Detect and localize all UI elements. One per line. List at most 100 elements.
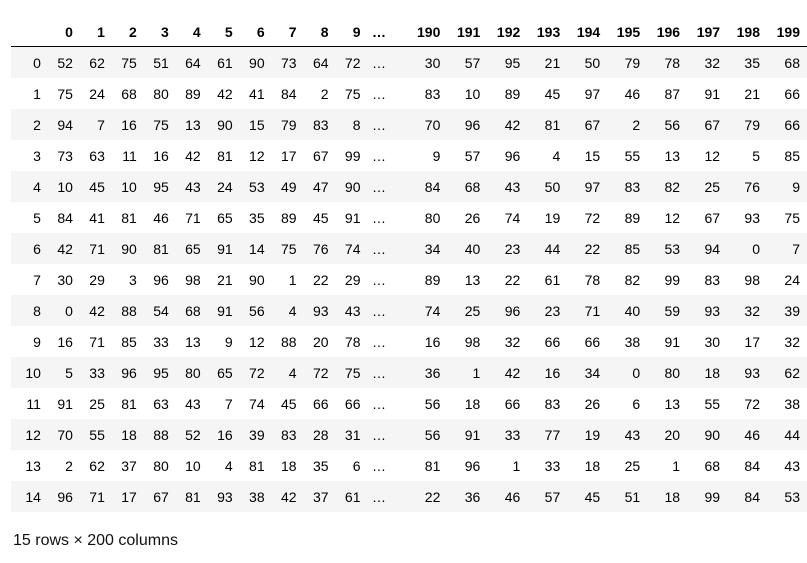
column-header: 7 xyxy=(264,18,297,47)
column-header: 196 xyxy=(640,18,681,47)
table-cell: 17 xyxy=(121,488,137,505)
table-row: 2 94 7 16 75 13 90 15 79 83 8 … 70 96 42 81 67 2 56 67 79 66 xyxy=(11,109,807,140)
table-cell: 95 xyxy=(153,178,169,195)
table-cell: 13 xyxy=(464,271,481,288)
table-cell: 42 xyxy=(185,147,201,164)
table-cell: 39 xyxy=(249,426,265,443)
table-cell: 31 xyxy=(344,426,361,443)
table-cell: 20 xyxy=(664,426,681,443)
table-cell: 99 xyxy=(664,271,681,288)
table-cell: 91 xyxy=(464,426,481,443)
table-cell: 56 xyxy=(424,395,441,412)
table-cell: 21 xyxy=(217,271,233,288)
table-cell: 91 xyxy=(217,240,233,257)
table-cell: 79 xyxy=(281,116,297,133)
table-cell: 44 xyxy=(784,426,800,443)
table-cell: 83 xyxy=(624,178,641,195)
ellipsis-cell: … xyxy=(371,147,386,164)
row-index: 7 xyxy=(33,271,41,288)
ellipsis-cell: … xyxy=(371,54,386,71)
table-cell: 22 xyxy=(504,271,521,288)
ellipsis-cell: … xyxy=(371,457,386,474)
table-row: 8 0 42 88 54 68 91 56 4 93 43 … 74 25 96 23 71 40 59 93 32 39 xyxy=(11,295,807,326)
table-cell: 15 xyxy=(249,116,265,133)
table-cell: 78 xyxy=(664,54,681,71)
table-cell: 46 xyxy=(504,488,521,505)
table-cell: 28 xyxy=(312,426,329,443)
table-row: 9 16 71 85 33 13 9 12 88 20 78 … 16 98 32 66 66 38 91 30 17 3… xyxy=(11,326,807,357)
table-cell: 35 xyxy=(744,54,760,71)
table-cell: 78 xyxy=(344,333,361,350)
column-header: 5 xyxy=(200,18,233,47)
table-cell: 67 xyxy=(704,209,721,226)
table-cell: 52 xyxy=(57,54,73,71)
table-cell: 64 xyxy=(185,54,201,71)
table-cell: 96 xyxy=(504,147,521,164)
table-cell: 61 xyxy=(544,271,561,288)
table-cell: 50 xyxy=(544,178,561,195)
row-index: 14 xyxy=(25,488,41,505)
row-index: 3 xyxy=(33,147,41,164)
table-cell: 75 xyxy=(121,54,137,71)
table-cell: 42 xyxy=(504,364,521,381)
column-header: 198 xyxy=(720,18,760,47)
table-cell: 80 xyxy=(664,364,681,381)
table-cell: 81 xyxy=(249,457,265,474)
table-cell: 74 xyxy=(424,302,441,319)
table-cell: 0 xyxy=(632,364,641,381)
table-row: 11 91 25 81 63 43 7 74 45 66 66 … 56 18 66 83 26 6 13 55 72 3… xyxy=(11,388,807,419)
table-body: 0 52 62 75 51 64 61 90 73 64 72… 30 57 95 21 50 79 78 32 35… xyxy=(11,46,807,512)
dataframe-container: 0 1 2 3 4 5 6 7 8 9… 190 191 192 193 194 195 196 197 198 19… xyxy=(11,18,807,512)
ellipsis-cell: … xyxy=(371,333,386,350)
column-header: 190 xyxy=(400,18,441,47)
table-cell: 38 xyxy=(784,395,800,412)
table-cell: 89 xyxy=(504,85,521,102)
table-cell: 1 xyxy=(512,457,521,474)
table-cell: 52 xyxy=(185,426,201,443)
table-cell: 56 xyxy=(424,426,441,443)
table-cell: 74 xyxy=(249,395,265,412)
table-cell: 75 xyxy=(281,240,297,257)
table-cell: 24 xyxy=(217,178,233,195)
table-cell: 80 xyxy=(153,85,169,102)
table-cell: 89 xyxy=(281,209,297,226)
ellipsis-cell: … xyxy=(371,116,386,133)
table-cell: 11 xyxy=(122,147,137,164)
table-cell: 75 xyxy=(57,85,73,102)
table-cell: 93 xyxy=(704,302,721,319)
table-cell: 84 xyxy=(424,178,441,195)
table-cell: 57 xyxy=(464,54,481,71)
table-cell: 13 xyxy=(664,147,681,164)
table-row: 14 96 71 17 67 81 93 38 42 37 61 … 22 36 46 57 45 51 18 99 8… xyxy=(11,481,807,512)
table-row: 4 10 45 10 95 43 24 53 49 47 90 … 84 68 43 50 97 83 82 25 76… xyxy=(11,171,807,202)
table-cell: 75 xyxy=(784,209,800,226)
table-cell: 98 xyxy=(185,271,201,288)
table-cell: 96 xyxy=(464,116,481,133)
table-header: 0 1 2 3 4 5 6 7 8 9… 190 191 192 193 194 195 196 197 198 19… xyxy=(11,18,807,47)
column-header: 4 xyxy=(168,18,201,47)
ellipsis-cell: … xyxy=(371,271,386,288)
ellipsis-cell: … xyxy=(371,488,386,505)
table-cell: 29 xyxy=(344,271,361,288)
table-cell: 30 xyxy=(704,333,721,350)
table-row: 6 42 71 90 81 65 91 14 75 76 74 … 34 40 23 44 22 85 53 94 0 7 xyxy=(11,233,807,264)
table-cell: 35 xyxy=(249,209,265,226)
column-header: 197 xyxy=(680,18,721,47)
table-cell: 98 xyxy=(744,271,760,288)
table-cell: 59 xyxy=(664,302,681,319)
table-cell: 46 xyxy=(624,85,641,102)
table-cell: 14 xyxy=(249,240,265,257)
table-cell: 20 xyxy=(312,333,329,350)
table-cell: 71 xyxy=(89,488,105,505)
table-cell: 56 xyxy=(664,116,681,133)
table-cell: 71 xyxy=(89,240,105,257)
table-cell: 0 xyxy=(752,240,760,257)
table-cell: 63 xyxy=(153,395,169,412)
table-cell: 78 xyxy=(584,271,601,288)
table-cell: 94 xyxy=(704,240,721,257)
table-cell: 4 xyxy=(224,457,233,474)
table-cell: 18 xyxy=(704,364,721,381)
table-row: 3 73 63 11 16 42 81 12 17 67 99 … 9 57 96 4 15 55 13 12 5 85 xyxy=(11,140,807,171)
table-cell: 62 xyxy=(784,364,800,381)
table-cell: 16 xyxy=(424,333,441,350)
